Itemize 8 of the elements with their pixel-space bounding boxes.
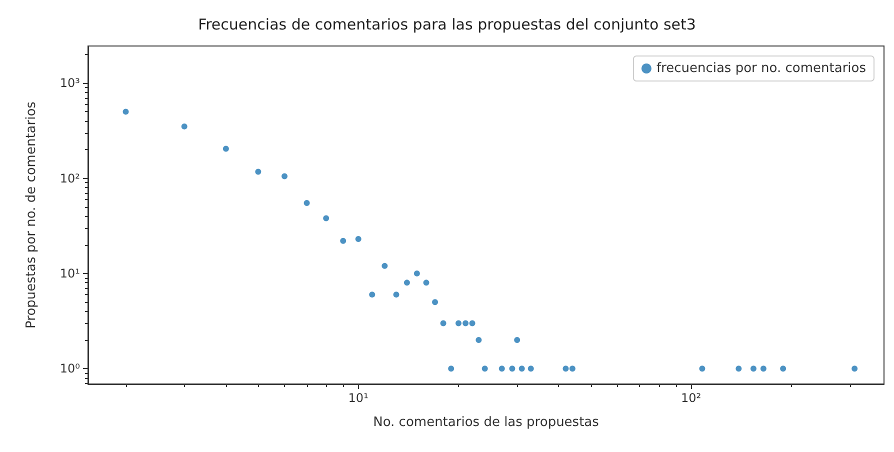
y-tick-label: 10² <box>60 171 80 186</box>
y-tick-label: 10³ <box>60 76 80 90</box>
chart-title: Frecuencias de comentarios para las propuestas del conjunto set3 <box>198 16 696 34</box>
y-tick-label: 10⁰ <box>60 362 80 376</box>
y-axis-title: Propuestas por no. de comentarios <box>24 101 39 328</box>
x-axis-title: No. comentarios de las propuestas <box>373 415 600 430</box>
y-tick-label: 10¹ <box>60 266 80 280</box>
legend-label: frecuencias por no. comentarios <box>656 61 866 76</box>
